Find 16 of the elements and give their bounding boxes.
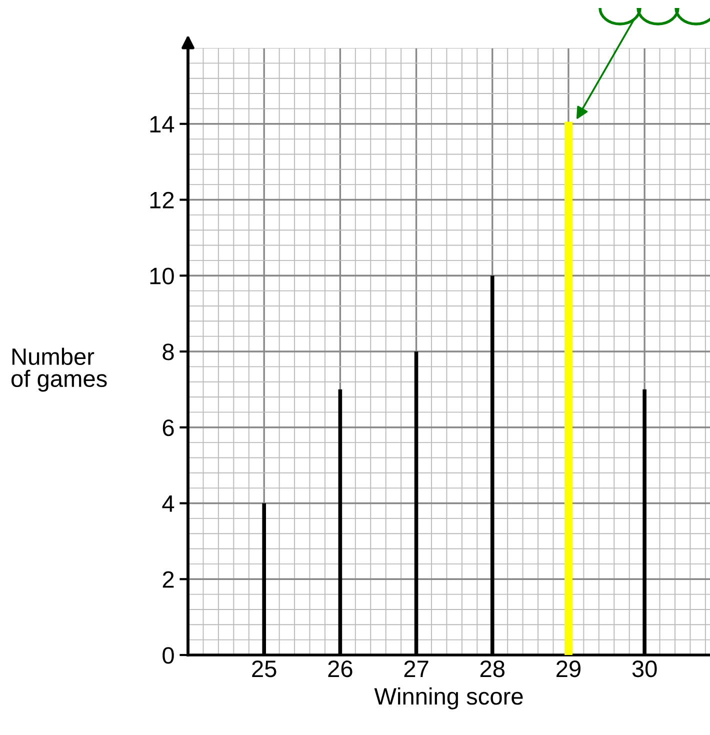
x-tick-label: 25 — [252, 660, 276, 678]
y-tick-label: 10 — [150, 268, 174, 284]
x-axis-title: Winning score — [374, 687, 523, 710]
y-tick-label: 6 — [162, 419, 174, 436]
x-tick-label: 29 — [556, 660, 580, 678]
y-tick-label: 4 — [162, 496, 174, 512]
x-tick-label: 27 — [404, 660, 428, 677]
y-tick-label: 0 — [162, 647, 174, 664]
y-tick-label: 8 — [162, 344, 174, 360]
y-axis-title: Number of games — [12, 348, 107, 392]
x-tick-label: 28 — [480, 660, 504, 678]
y-tick-label: 12 — [150, 192, 174, 208]
x-tick-label: 30 — [632, 660, 657, 678]
x-tick-label: 26 — [328, 660, 352, 678]
y-tick-label: 14 — [150, 116, 174, 132]
y-tick-label: 2 — [162, 571, 174, 588]
